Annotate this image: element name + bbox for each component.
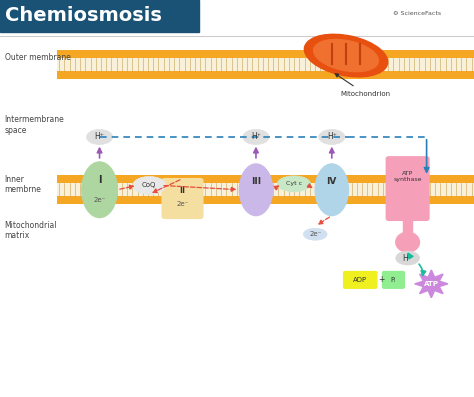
Bar bbox=[57, 183, 474, 196]
Text: Outer membrane: Outer membrane bbox=[5, 53, 71, 62]
Circle shape bbox=[396, 232, 419, 252]
Text: ATP
synthase: ATP synthase bbox=[393, 171, 422, 182]
Ellipse shape bbox=[314, 39, 378, 72]
Bar bbox=[57, 71, 474, 79]
Bar bbox=[57, 58, 474, 71]
Bar bbox=[57, 50, 474, 58]
Text: H⁺: H⁺ bbox=[95, 133, 104, 141]
Ellipse shape bbox=[304, 34, 388, 77]
FancyBboxPatch shape bbox=[344, 272, 377, 288]
Ellipse shape bbox=[319, 129, 345, 145]
Text: 2e⁻: 2e⁻ bbox=[309, 231, 321, 237]
Bar bbox=[57, 196, 474, 204]
Text: ADP: ADP bbox=[353, 277, 367, 283]
Text: Pᵢ: Pᵢ bbox=[391, 277, 396, 283]
Ellipse shape bbox=[82, 162, 117, 218]
Text: H⁺: H⁺ bbox=[251, 133, 261, 141]
Text: H⁺: H⁺ bbox=[327, 133, 337, 141]
Text: Inner
membrne: Inner membrne bbox=[5, 175, 42, 194]
FancyBboxPatch shape bbox=[386, 157, 429, 220]
Ellipse shape bbox=[396, 251, 419, 265]
Ellipse shape bbox=[243, 129, 269, 145]
Text: Cyt c: Cyt c bbox=[286, 181, 302, 186]
Ellipse shape bbox=[303, 228, 327, 240]
Text: IV: IV bbox=[327, 177, 337, 186]
Text: Chemiosmosis: Chemiosmosis bbox=[5, 6, 162, 25]
Text: 2e⁻: 2e⁻ bbox=[176, 201, 189, 208]
Polygon shape bbox=[415, 270, 448, 298]
Text: III: III bbox=[251, 177, 261, 186]
FancyBboxPatch shape bbox=[0, 0, 199, 32]
Text: +: + bbox=[378, 276, 385, 284]
Text: Mitochondrion: Mitochondrion bbox=[340, 91, 390, 97]
Ellipse shape bbox=[239, 164, 273, 216]
Ellipse shape bbox=[133, 176, 166, 195]
Text: II: II bbox=[180, 186, 185, 195]
Text: I: I bbox=[98, 175, 101, 185]
Text: ATP: ATP bbox=[424, 281, 439, 287]
Ellipse shape bbox=[86, 129, 112, 145]
Ellipse shape bbox=[315, 164, 348, 216]
Text: CoQ: CoQ bbox=[142, 182, 156, 189]
Text: ⚙ ScienceFacts: ⚙ ScienceFacts bbox=[393, 12, 441, 16]
FancyBboxPatch shape bbox=[162, 179, 203, 218]
Text: Intermembrane
space: Intermembrane space bbox=[5, 116, 64, 135]
Bar bbox=[57, 175, 474, 183]
Text: Mitochondrial
matrix: Mitochondrial matrix bbox=[5, 221, 57, 240]
Ellipse shape bbox=[277, 176, 310, 192]
Text: H⁺: H⁺ bbox=[403, 254, 412, 262]
FancyBboxPatch shape bbox=[383, 272, 404, 288]
Bar bbox=[403, 216, 412, 242]
Text: 2e⁻: 2e⁻ bbox=[93, 197, 106, 203]
